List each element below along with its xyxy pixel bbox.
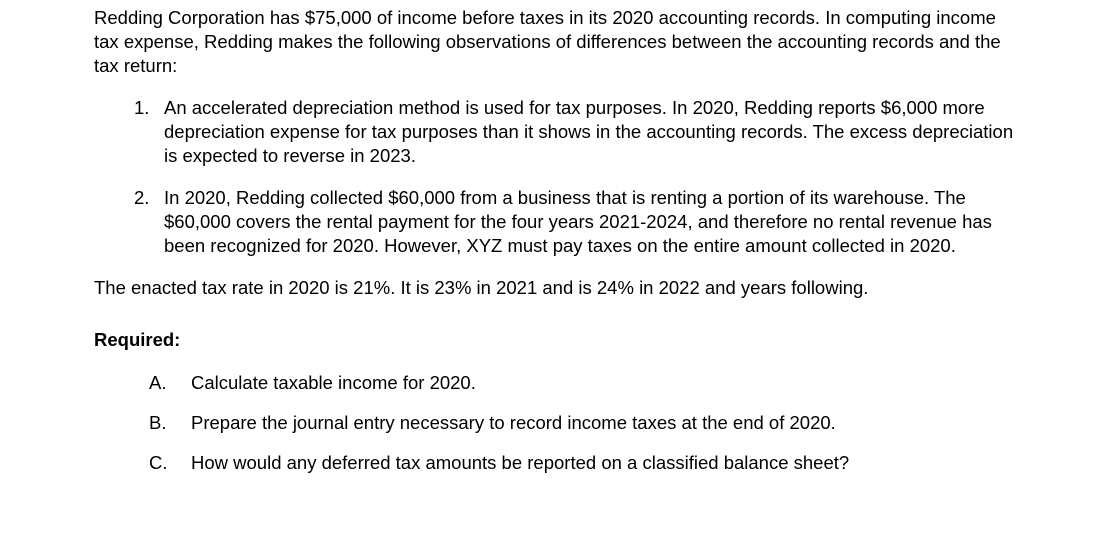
observation-item: 2. In 2020, Redding collected $60,000 fr… [134, 186, 1023, 258]
required-item: A. Calculate taxable income for 2020. [149, 371, 1023, 395]
observations-list: 1. An accelerated depreciation method is… [134, 96, 1023, 258]
required-marker: C. [149, 451, 191, 475]
required-body: Prepare the journal entry necessary to r… [191, 411, 1023, 435]
list-marker: 2. [134, 186, 164, 258]
required-item: B. Prepare the journal entry necessary t… [149, 411, 1023, 435]
required-item: C. How would any deferred tax amounts be… [149, 451, 1023, 475]
observation-item: 1. An accelerated depreciation method is… [134, 96, 1023, 168]
required-heading: Required: [94, 328, 1023, 352]
required-marker: A. [149, 371, 191, 395]
required-list: A. Calculate taxable income for 2020. B.… [149, 371, 1023, 475]
list-body: An accelerated depreciation method is us… [164, 96, 1023, 168]
required-body: How would any deferred tax amounts be re… [191, 451, 1023, 475]
list-marker: 1. [134, 96, 164, 168]
required-marker: B. [149, 411, 191, 435]
intro-paragraph: Redding Corporation has $75,000 of incom… [94, 6, 1023, 78]
tax-rate-paragraph: The enacted tax rate in 2020 is 21%. It … [94, 276, 1023, 300]
list-body: In 2020, Redding collected $60,000 from … [164, 186, 1023, 258]
required-body: Calculate taxable income for 2020. [191, 371, 1023, 395]
document-page: Redding Corporation has $75,000 of incom… [0, 0, 1093, 475]
